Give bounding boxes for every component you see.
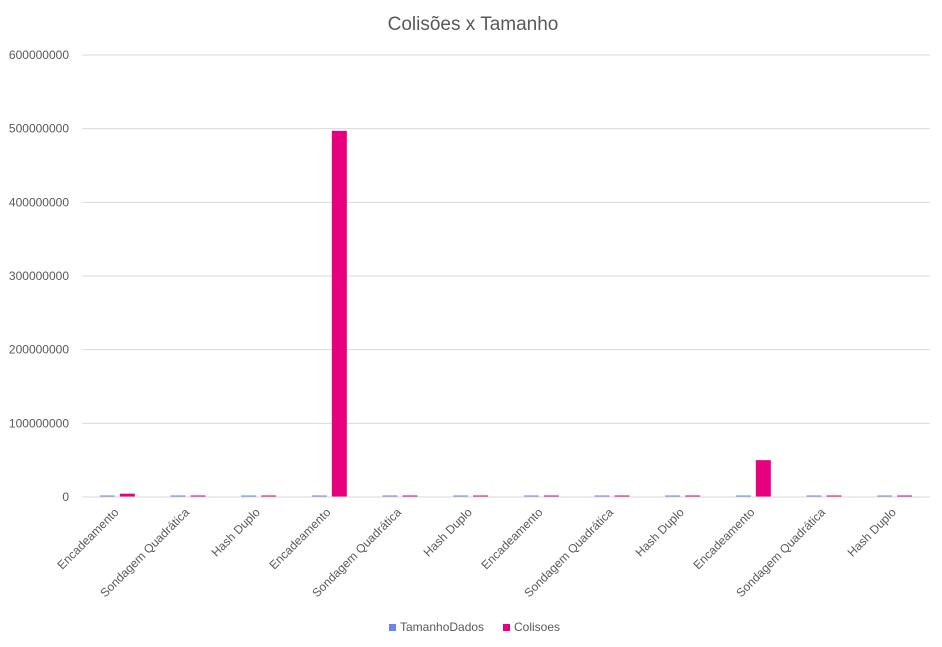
y-tick-label: 100000000: [9, 416, 69, 430]
bar-colisoes-0: [119, 493, 135, 497]
bar-tamanhodados-8: [665, 495, 681, 497]
y-axis-tick-labels: 0 100000000 200000000 300000000 400000000 500…: [9, 48, 69, 504]
bar-tamanhodados-7: [594, 495, 610, 497]
x-category-label: Encadeamento: [266, 505, 333, 572]
x-category-label: Hash Duplo: [421, 505, 475, 559]
x-category-label: Hash Duplo: [845, 505, 899, 559]
bar-colisoes-11: [897, 495, 913, 497]
bar-colisoes-9: [755, 460, 771, 497]
legend-label-tamanhodados: TamanhoDados: [400, 620, 484, 634]
bar-colisoes-10: [826, 495, 842, 497]
bar-tamanhodados-11: [877, 495, 893, 497]
bar-tamanhodados-6: [523, 495, 539, 497]
bar-colisoes-7: [614, 495, 630, 497]
bar-tamanhodados-0: [99, 495, 115, 497]
y-tick-label: 300000000: [9, 269, 69, 283]
bar-colisoes-4: [402, 495, 418, 497]
bar-colisoes-3: [331, 130, 347, 498]
bar-tamanhodados-2: [241, 495, 257, 497]
legend-label-colisoes: Colisoes: [514, 620, 560, 634]
gridlines: [82, 54, 930, 424]
bar-tamanhodados-9: [735, 495, 751, 497]
bar-colisoes-8: [685, 495, 701, 497]
x-category-label: Hash Duplo: [633, 505, 687, 559]
y-tick-label: 0: [62, 490, 69, 504]
bar-tamanhodados-4: [382, 495, 398, 497]
bar-tamanhodados-1: [170, 495, 186, 497]
x-category-label: Encadeamento: [54, 505, 121, 572]
y-tick-label: 200000000: [9, 343, 69, 357]
x-category-label: Encadeamento: [478, 505, 545, 572]
x-category-label: Hash Duplo: [209, 505, 263, 559]
bar-colisoes-1: [190, 495, 206, 497]
bar-colisoes-2: [261, 495, 277, 497]
bar-tamanhodados-3: [311, 495, 327, 497]
bar-tamanhodados-10: [806, 495, 822, 497]
y-tick-label: 600000000: [9, 48, 69, 62]
x-category-label: Encadeamento: [690, 505, 757, 572]
bar-colisoes-5: [473, 495, 489, 497]
bar-colisoes-6: [543, 495, 559, 497]
bars: [99, 130, 913, 498]
chart-title: Colisões x Tamanho: [388, 14, 559, 35]
y-tick-label: 400000000: [9, 195, 69, 209]
y-tick-label: 500000000: [9, 122, 69, 136]
bar-tamanhodados-5: [453, 495, 469, 497]
legend-swatch-tamanhodados: [389, 624, 396, 631]
legend-swatch-colisoes: [503, 624, 510, 631]
legend: TamanhoDados Colisoes: [389, 620, 560, 634]
